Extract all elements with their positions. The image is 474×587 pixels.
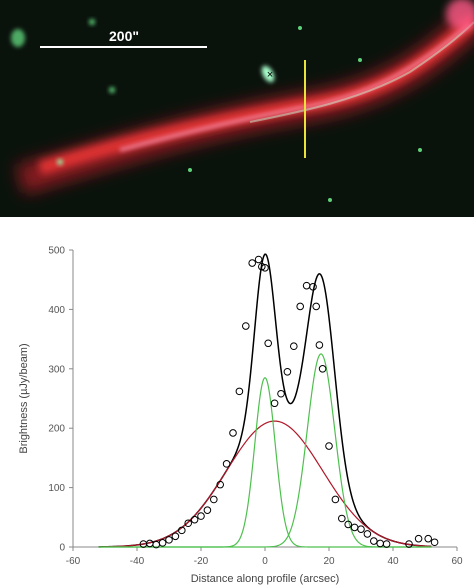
y-axis-label: Brightness (µJy/beam) <box>18 343 30 453</box>
data-point <box>171 532 180 541</box>
source-marker: × <box>267 69 273 81</box>
data-point <box>229 429 237 437</box>
data-point <box>210 495 218 504</box>
y-tick-label: 0 <box>59 543 65 554</box>
x-tick-label: 40 <box>387 556 399 567</box>
data-point <box>261 264 269 272</box>
data-point <box>315 341 324 349</box>
data-point <box>302 281 311 290</box>
y-tick-label: 200 <box>48 424 65 435</box>
data-point <box>382 540 391 548</box>
data-point <box>248 259 256 267</box>
radio-jet <box>15 0 474 195</box>
scale-bar-label: 200" <box>109 28 139 44</box>
y-tick-label: 500 <box>48 246 65 257</box>
source-blob <box>328 198 332 202</box>
data-point <box>376 539 385 548</box>
data-point <box>331 495 340 504</box>
data-point <box>158 539 167 547</box>
source-blob <box>57 159 63 165</box>
data-point <box>258 262 266 271</box>
data-point <box>325 442 333 450</box>
x-tick-label: 20 <box>323 556 335 567</box>
data-point <box>424 534 433 543</box>
data-point <box>270 399 279 408</box>
broad-component-curve <box>98 420 432 548</box>
source-blob <box>109 87 115 93</box>
data-point <box>430 538 439 547</box>
data-point <box>296 302 305 311</box>
data-point <box>414 534 423 543</box>
data-point <box>363 530 372 538</box>
data-points <box>139 255 439 549</box>
data-point <box>222 460 231 468</box>
data-point <box>338 514 346 523</box>
narrow-component-curve <box>98 376 432 548</box>
source-blob <box>261 65 275 83</box>
narrow-component-curve <box>98 353 432 548</box>
data-point <box>405 540 413 548</box>
x-tick-label: -40 <box>130 556 145 567</box>
x-tick-label: 60 <box>451 556 463 567</box>
x-tick-label: -60 <box>66 556 81 567</box>
data-point <box>357 525 365 533</box>
data-point <box>344 520 353 529</box>
data-point <box>312 302 321 311</box>
data-point <box>203 506 212 514</box>
data-point <box>235 387 244 396</box>
data-point <box>277 389 285 398</box>
data-point <box>165 536 173 544</box>
data-point <box>216 480 224 489</box>
data-point <box>197 512 205 520</box>
green-sources <box>11 19 422 202</box>
fit-curves <box>98 253 432 548</box>
x-axis-label: Distance along profile (arcsec) <box>191 573 340 585</box>
data-point <box>254 255 263 264</box>
brightness-profile-chart: -60 -40 -20 0 20 40 60 0 100 200 300 400 500 Distanc… <box>18 246 463 586</box>
data-point <box>178 526 186 535</box>
data-point <box>290 342 298 351</box>
chart-ticks: -60 -40 -20 0 20 40 60 0 100 200 300 400 500 <box>48 246 463 568</box>
data-point <box>190 515 199 524</box>
chart-axes <box>72 250 457 548</box>
source-blob <box>188 168 192 172</box>
data-point <box>318 365 327 373</box>
data-point <box>184 519 192 528</box>
total-fit-curve <box>98 253 432 548</box>
data-point <box>242 322 250 330</box>
data-point <box>264 339 273 348</box>
source-blob <box>358 58 362 62</box>
data-point <box>370 537 378 545</box>
x-tick-label: 0 <box>262 556 268 567</box>
data-point <box>283 367 292 376</box>
y-tick-label: 300 <box>48 364 65 375</box>
data-point <box>309 283 317 291</box>
source-blob <box>11 29 25 47</box>
source-blob <box>418 148 422 152</box>
radio-jet-image: × 200" <box>0 0 474 217</box>
source-blob <box>298 26 302 30</box>
source-blob <box>89 19 95 25</box>
y-tick-label: 400 <box>48 305 65 316</box>
x-tick-label: -20 <box>194 556 209 567</box>
data-point <box>350 523 359 532</box>
y-tick-label: 100 <box>48 483 65 494</box>
